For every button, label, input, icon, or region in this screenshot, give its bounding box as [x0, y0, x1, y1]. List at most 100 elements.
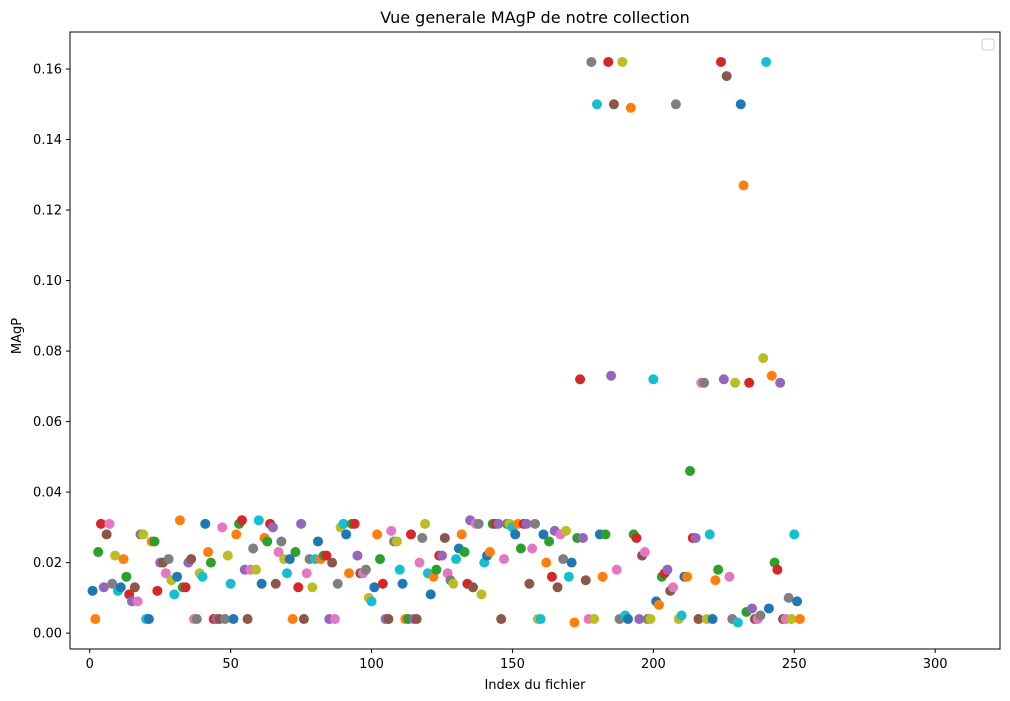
data-point — [110, 550, 121, 561]
data-point — [222, 550, 233, 561]
data-point — [420, 518, 431, 529]
data-point — [521, 518, 532, 529]
data-point — [256, 578, 267, 589]
data-point — [448, 578, 459, 589]
data-point — [132, 596, 143, 607]
data-point — [515, 543, 526, 554]
data-point — [682, 571, 693, 582]
data-point — [267, 522, 278, 533]
data-point — [87, 585, 98, 596]
data-point — [332, 578, 343, 589]
data-point — [290, 547, 301, 558]
data-point — [592, 99, 602, 110]
data-point — [459, 547, 470, 558]
data-point — [169, 589, 180, 600]
data-point — [766, 370, 777, 381]
data-point — [580, 575, 591, 586]
data-point — [93, 547, 104, 558]
data-point — [414, 557, 425, 568]
data-point — [561, 525, 571, 536]
x-tick-label: 100 — [359, 657, 384, 672]
data-point — [625, 102, 636, 113]
data-point — [172, 571, 183, 582]
data-point — [704, 529, 715, 540]
chart-title: Vue generale MAgP de notre collection — [380, 8, 690, 27]
data-point — [101, 529, 112, 540]
data-point — [451, 554, 462, 565]
data-point — [163, 554, 174, 565]
data-point — [493, 518, 504, 529]
data-point — [301, 568, 312, 579]
data-point — [541, 557, 552, 568]
data-point — [369, 582, 380, 593]
data-point — [200, 518, 211, 529]
data-point — [383, 614, 394, 625]
data-point — [375, 554, 385, 565]
y-axis-label: MAgP — [10, 318, 25, 354]
data-point — [121, 571, 132, 582]
data-point — [535, 614, 546, 625]
data-point — [220, 614, 230, 625]
data-point — [639, 547, 650, 558]
data-point — [589, 614, 600, 625]
data-point — [366, 596, 377, 607]
data-point — [566, 557, 577, 568]
data-point — [783, 592, 794, 603]
data-point — [645, 614, 656, 625]
data-point — [623, 614, 633, 625]
data-point — [499, 554, 509, 565]
data-point — [558, 554, 569, 565]
data-point — [634, 614, 645, 625]
data-point — [307, 582, 318, 593]
y-tick-label: 0.10 — [33, 274, 62, 289]
data-point — [716, 56, 726, 67]
data-points — [87, 56, 805, 628]
data-point — [329, 614, 340, 625]
data-point — [546, 571, 557, 582]
data-point — [236, 515, 247, 526]
data-point — [761, 56, 772, 67]
data-point — [611, 564, 622, 575]
data-point — [406, 529, 416, 540]
data-point — [341, 529, 352, 540]
data-point — [391, 536, 402, 547]
data-point — [775, 377, 786, 388]
x-tick-label: 250 — [782, 657, 807, 672]
data-point — [631, 532, 642, 543]
legend-box — [981, 38, 995, 51]
data-point — [115, 582, 126, 593]
x-tick-label: 200 — [641, 657, 666, 672]
data-point — [253, 515, 264, 526]
data-point — [394, 564, 405, 575]
axis-ticks: 0 50 100 150 200 250 300 0.00 0.02 0.04 0.06 0.08 0.… — [33, 63, 948, 672]
data-point — [90, 614, 101, 625]
data-point — [228, 614, 239, 625]
data-point — [251, 564, 261, 575]
data-point — [98, 582, 109, 593]
data-point — [377, 578, 388, 589]
data-point — [248, 543, 259, 554]
data-point — [284, 554, 295, 565]
data-point — [217, 522, 228, 533]
data-point — [270, 578, 281, 589]
data-point — [670, 99, 681, 110]
data-point — [544, 536, 555, 547]
data-point — [338, 518, 349, 529]
data-point — [758, 353, 769, 364]
data-point — [763, 603, 774, 614]
y-tick-label: 0.06 — [33, 415, 62, 430]
data-point — [527, 543, 538, 554]
data-point — [552, 582, 563, 593]
data-point — [296, 518, 307, 529]
data-point — [417, 532, 428, 543]
data-point — [524, 578, 535, 589]
data-point — [96, 518, 106, 529]
data-point — [690, 532, 701, 543]
data-point — [282, 568, 292, 579]
data-point — [730, 377, 741, 388]
data-point — [510, 529, 521, 540]
x-tick-label: 150 — [500, 657, 525, 672]
y-tick-label: 0.02 — [33, 556, 62, 571]
data-point — [755, 610, 766, 621]
data-point — [794, 614, 805, 625]
